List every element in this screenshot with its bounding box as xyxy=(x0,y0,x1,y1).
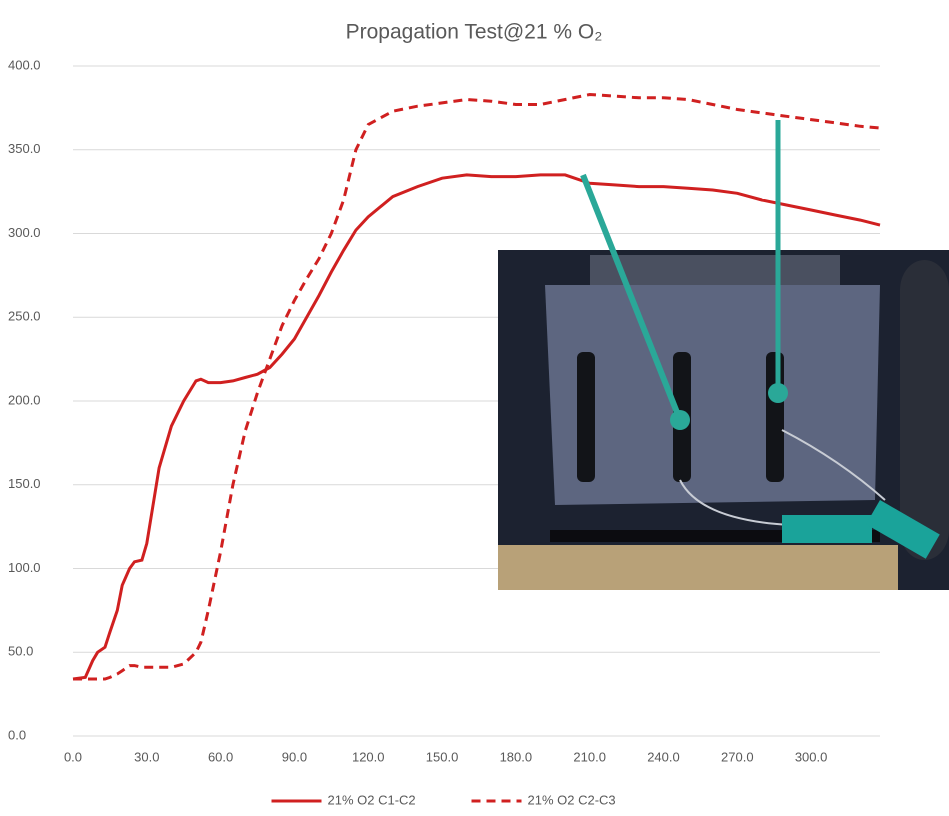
x-tick-label: 60.0 xyxy=(208,749,233,764)
legend-label: 21% O2 C1-C2 xyxy=(328,792,416,807)
photo-connector xyxy=(782,515,872,543)
pointer-dot xyxy=(670,410,690,430)
y-tick-label: 350.0 xyxy=(8,141,41,156)
y-tick-label: 100.0 xyxy=(8,560,41,575)
x-tick-label: 120.0 xyxy=(352,749,385,764)
x-tick-label: 150.0 xyxy=(426,749,459,764)
photo-cell-housing xyxy=(545,285,880,505)
x-tick-label: 270.0 xyxy=(721,749,754,764)
photo-slot xyxy=(766,352,784,482)
photo-cylinder xyxy=(900,260,949,560)
x-tick-label: 210.0 xyxy=(573,749,606,764)
x-tick-label: 180.0 xyxy=(500,749,533,764)
x-tick-label: 90.0 xyxy=(282,749,307,764)
photo-slot xyxy=(577,352,595,482)
x-tick-label: 300.0 xyxy=(795,749,828,764)
y-tick-label: 0.0 xyxy=(8,727,26,742)
y-tick-label: 200.0 xyxy=(8,392,41,407)
legend-label: 21% O2 C2-C3 xyxy=(528,792,616,807)
pointer-dot xyxy=(768,383,788,403)
y-tick-label: 250.0 xyxy=(8,309,41,324)
chart-title: Propagation Test@21 % O₂ xyxy=(346,21,603,44)
x-tick-label: 240.0 xyxy=(647,749,680,764)
y-tick-label: 150.0 xyxy=(8,476,41,491)
x-tick-label: 30.0 xyxy=(134,749,159,764)
photo-wood xyxy=(498,545,898,590)
y-tick-label: 50.0 xyxy=(8,644,33,659)
chart: Propagation Test@21 % O₂ 0.0 50.0 100.0 150… xyxy=(0,0,949,816)
legend: 21% O2 C1-C2 21% O2 C2-C3 xyxy=(272,792,616,807)
y-tick-label: 400.0 xyxy=(8,57,41,72)
y-tick-label: 300.0 xyxy=(8,225,41,240)
x-tick-label: 0.0 xyxy=(64,749,82,764)
